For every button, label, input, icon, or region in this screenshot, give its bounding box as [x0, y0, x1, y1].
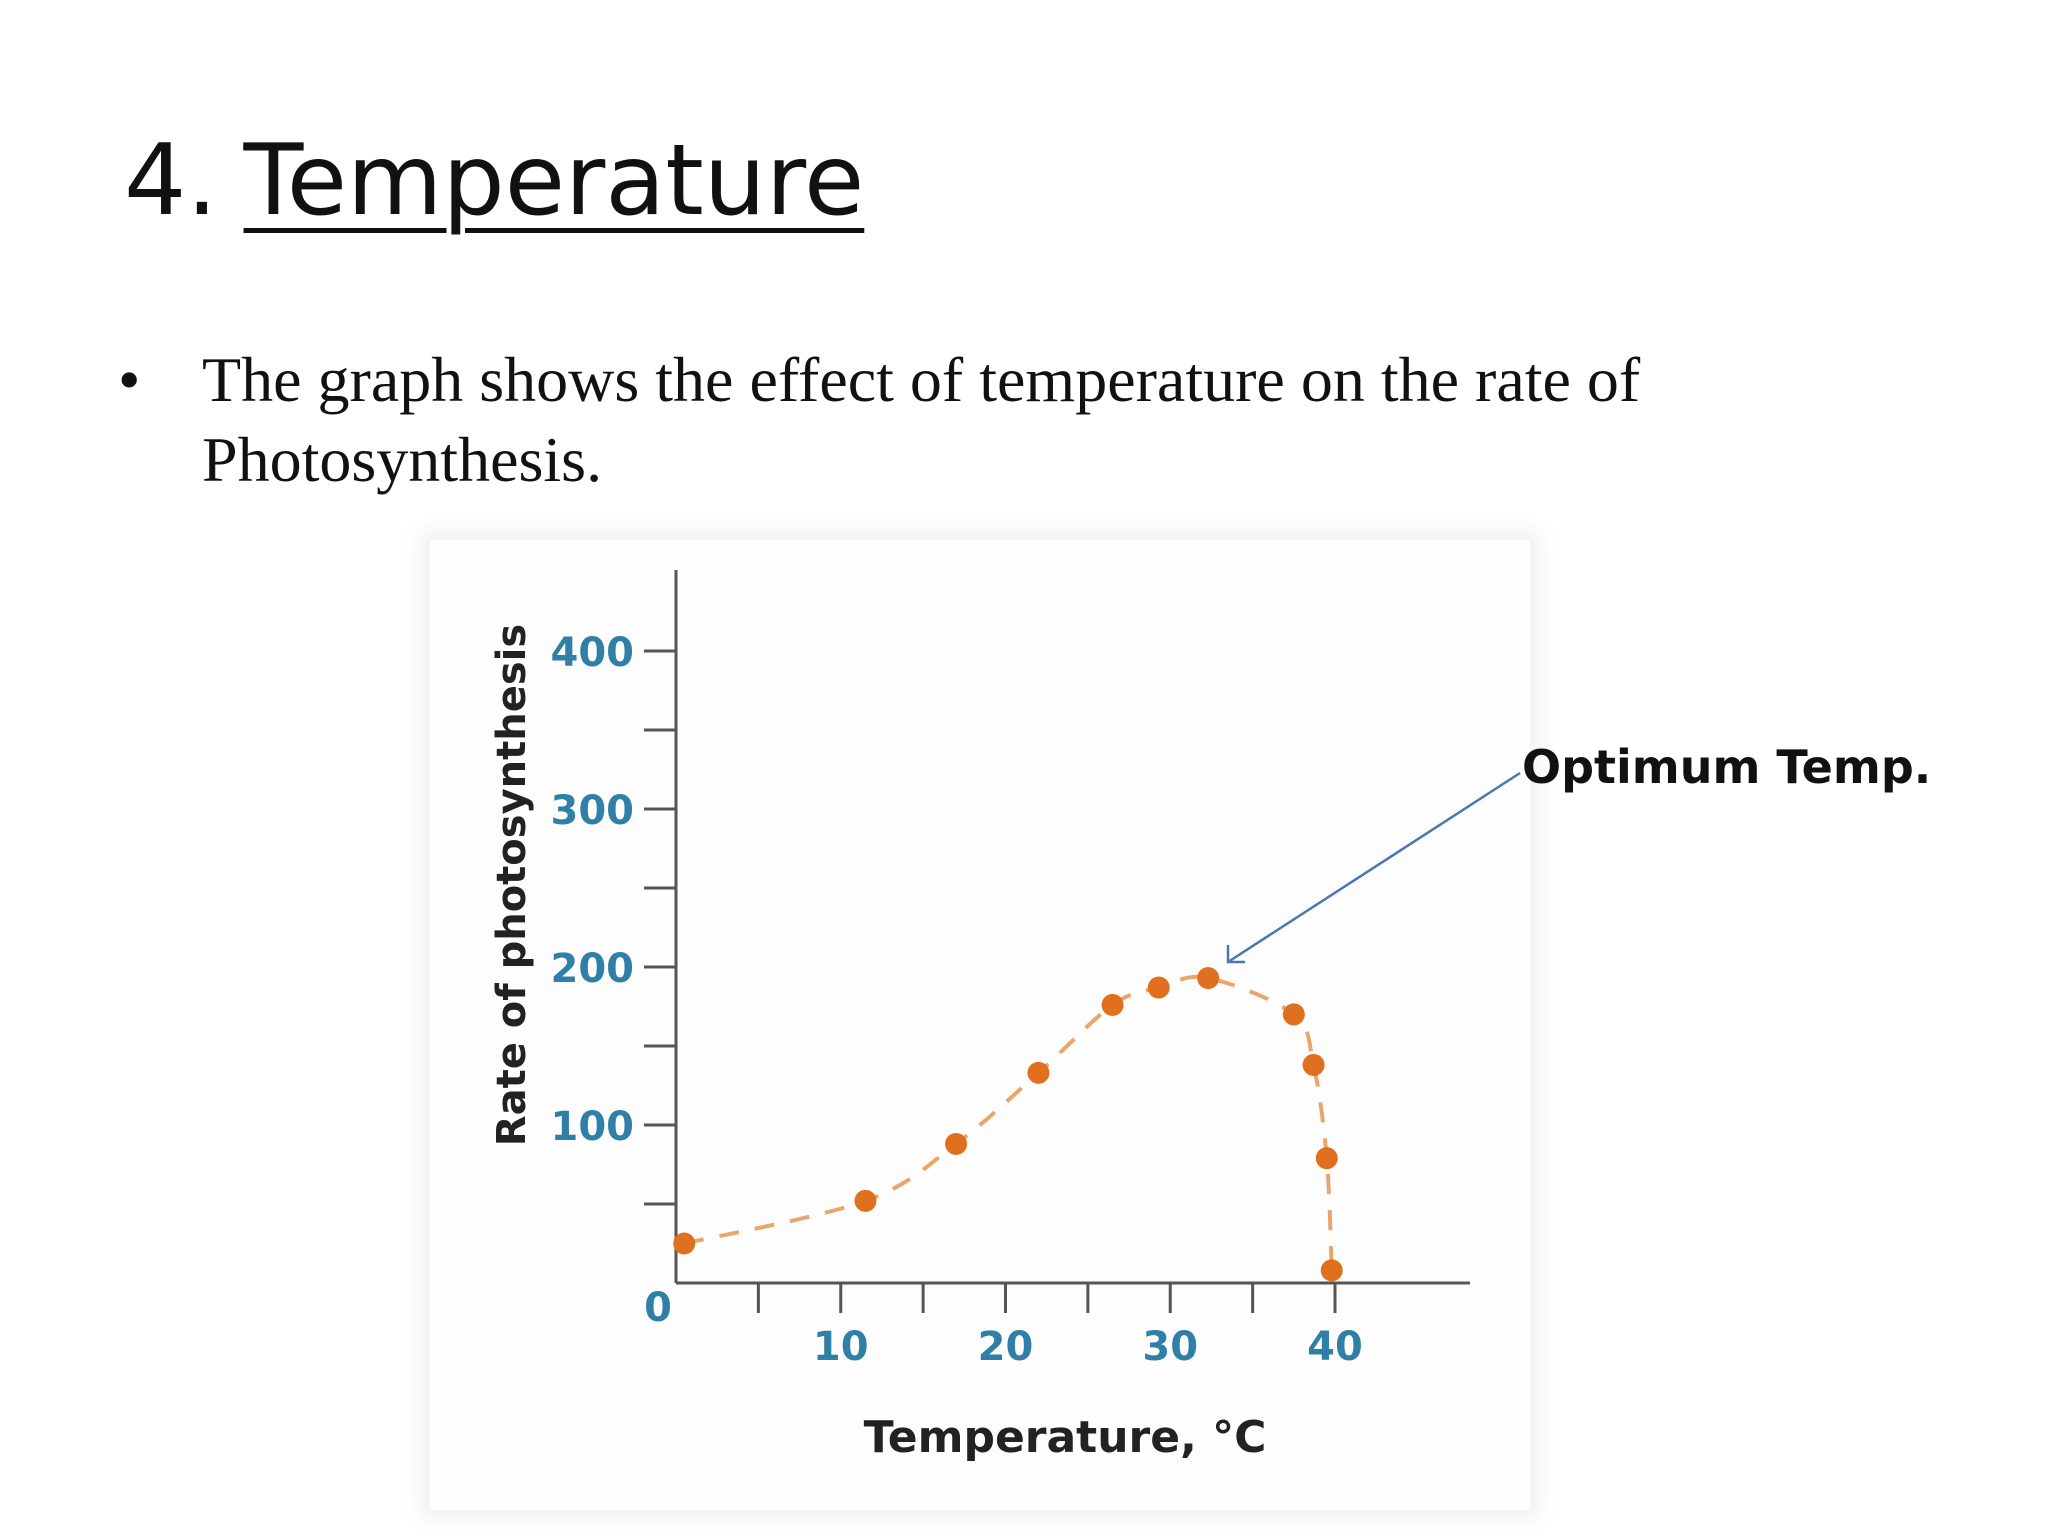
y-tick-label: 300: [551, 788, 635, 834]
data-point: [1027, 1061, 1050, 1084]
y-tick-label: 400: [551, 630, 635, 676]
data-point: [1315, 1147, 1338, 1170]
data-point: [1101, 993, 1124, 1016]
data-point: [1282, 1003, 1305, 1026]
y-axis-label: Rate of photosynthesis: [489, 624, 535, 1146]
x-tick-label: 10: [813, 1324, 869, 1370]
title-number: 4.: [124, 124, 218, 238]
x-tick-label: 0: [644, 1285, 672, 1331]
slide-title: 4. Temperature: [124, 127, 864, 236]
x-tick-label: 30: [1142, 1324, 1198, 1370]
bullet-icon: •: [118, 344, 141, 415]
data-point: [854, 1189, 877, 1212]
x-tick-label: 20: [978, 1324, 1034, 1370]
x-axis-label: Temperature, °C: [864, 1412, 1267, 1463]
y-tick-label: 200: [551, 946, 635, 992]
data-point: [1302, 1053, 1325, 1076]
bullet-text: The graph shows the effect of temperatur…: [202, 344, 1641, 495]
data-point: [1147, 976, 1170, 999]
chart-panel: [430, 540, 1530, 1510]
series-line: [683, 974, 1334, 1271]
annotation-label: Optimum Temp.: [1522, 740, 1932, 794]
data-point: [673, 1232, 696, 1255]
data-point: [1197, 967, 1220, 990]
title-text: Temperature: [243, 124, 865, 238]
data-point: [945, 1132, 968, 1155]
x-tick-label: 40: [1307, 1324, 1363, 1370]
y-tick-label: 100: [551, 1104, 635, 1150]
data-point: [1320, 1259, 1343, 1282]
